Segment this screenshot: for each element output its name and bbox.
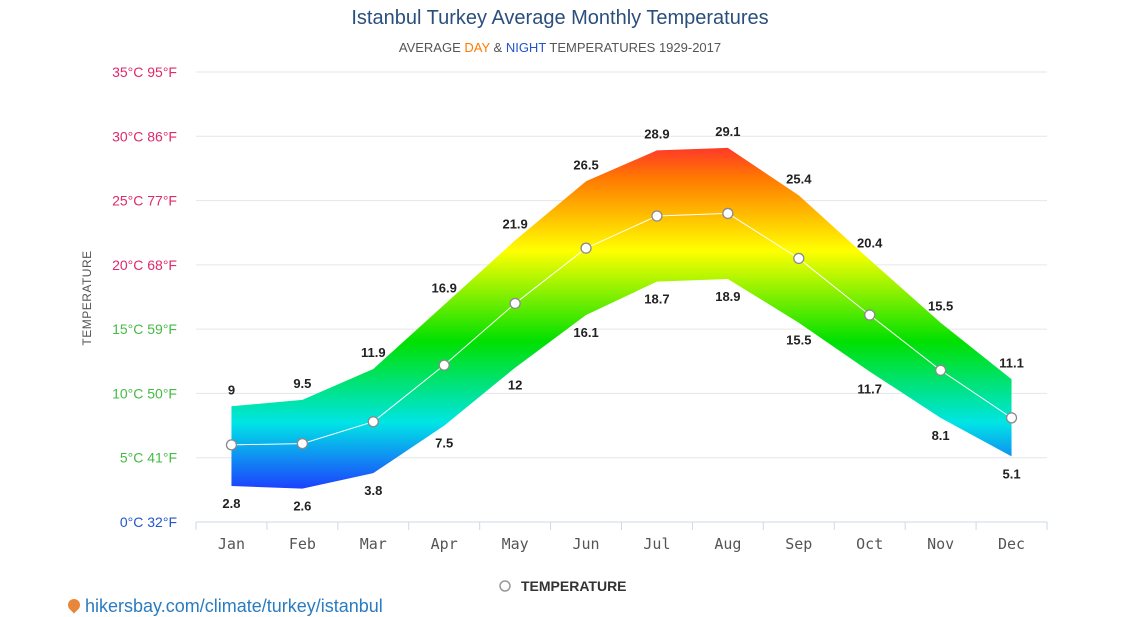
chart-subtitle: AVERAGE DAY & NIGHT TEMPERATURES 1929-20… <box>399 40 721 55</box>
day-value-label: 28.9 <box>644 126 669 141</box>
legend[interactable]: TEMPERATURE <box>499 578 627 594</box>
night-value-label: 2.8 <box>222 496 240 511</box>
y-tick-label: 0°C 32°F <box>120 514 177 530</box>
night-value-label: 3.8 <box>364 483 382 498</box>
y-axis-label: TEMPERATURE <box>80 250 94 345</box>
x-tick-label: Dec <box>998 535 1025 553</box>
subtitle-night: NIGHT <box>506 40 547 55</box>
x-tick-label: May <box>502 535 529 553</box>
day-value-label: 11.1 <box>999 355 1024 370</box>
mean-point[interactable] <box>225 439 238 451</box>
source-link-text: hikersbay.com/climate/turkey/istanbul <box>85 596 383 616</box>
subtitle-suffix: TEMPERATURES 1929-2017 <box>546 40 721 55</box>
data-labels: 9 9.5 11.9 16.9 21.9 26.5 28.9 29.1 25.4 20.4 15.5… <box>222 124 1023 514</box>
day-value-label: 25.4 <box>786 171 812 186</box>
x-tick-label: Sep <box>785 535 812 553</box>
subtitle-day: DAY <box>464 40 490 55</box>
mean-point[interactable] <box>438 359 450 371</box>
x-tick-label: Nov <box>927 535 954 553</box>
location-pin-icon <box>65 596 83 614</box>
day-value-label: 29.1 <box>715 124 740 139</box>
x-tick-label: Jan <box>218 535 245 553</box>
mean-point[interactable] <box>722 207 734 220</box>
chart-title: Istanbul Turkey Average Monthly Temperat… <box>351 7 768 29</box>
mean-point[interactable] <box>509 297 521 310</box>
mean-point[interactable] <box>793 252 805 265</box>
mean-point[interactable] <box>651 210 663 222</box>
night-value-label: 16.1 <box>573 325 598 340</box>
day-value-label: 26.5 <box>573 157 598 172</box>
night-value-label: 12 <box>508 378 522 393</box>
legend-label: TEMPERATURE <box>521 578 627 594</box>
y-tick-label: 25°C 77°F <box>112 193 177 209</box>
y-tick-label: 20°C 68°F <box>112 257 177 273</box>
x-tick-label: Oct <box>856 535 883 553</box>
source-link[interactable]: hikersbay.com/climate/turkey/istanbul <box>65 596 383 617</box>
x-tick-label: Mar <box>360 535 387 553</box>
day-value-label: 21.9 <box>502 216 527 231</box>
y-tick-label: 15°C 59°F <box>112 321 177 337</box>
y-tick-label: 30°C 86°F <box>112 128 177 144</box>
y-axis-ticks: 0°C 32°F 5°C 41°F 10°C 50°F 15°C 59°F 20°C 6… <box>112 64 177 530</box>
night-value-label: 18.9 <box>715 289 740 304</box>
night-value-label: 7.5 <box>435 436 453 451</box>
subtitle-prefix: AVERAGE <box>399 40 465 55</box>
day-value-label: 15.5 <box>928 299 953 314</box>
day-night-band <box>231 147 1012 489</box>
x-tick-label: Jun <box>572 535 599 553</box>
night-value-label: 11.7 <box>857 382 882 397</box>
night-value-label: 18.7 <box>644 292 669 307</box>
y-tick-label: 5°C 41°F <box>120 450 177 466</box>
mean-point[interactable] <box>934 364 947 376</box>
day-value-label: 9.5 <box>293 376 311 391</box>
day-value-label: 9 <box>228 382 235 397</box>
mean-point[interactable] <box>1005 412 1018 424</box>
night-value-label: 15.5 <box>786 333 811 348</box>
x-tick-label: Feb <box>289 535 316 553</box>
mean-point[interactable] <box>367 416 379 428</box>
day-value-label: 16.9 <box>432 281 457 296</box>
night-value-label: 2.6 <box>293 499 311 514</box>
x-tick-label: Jul <box>643 535 670 553</box>
mean-temperature-line <box>225 207 1018 451</box>
y-tick-label: 35°C 95°F <box>112 64 177 80</box>
day-value-label: 20.4 <box>857 236 883 251</box>
x-tick-label: Aug <box>714 535 741 553</box>
mean-point[interactable] <box>580 242 592 254</box>
night-value-label: 5.1 <box>1003 466 1021 481</box>
subtitle-amp: & <box>490 40 506 55</box>
mean-point[interactable] <box>864 309 876 321</box>
day-value-label: 11.9 <box>361 345 386 360</box>
y-tick-label: 10°C 50°F <box>112 385 177 401</box>
x-tick-label: Apr <box>431 535 458 553</box>
mean-point[interactable] <box>296 437 309 450</box>
x-axis-ticks: Jan Feb Mar Apr May Jun Jul Aug Sep Oct Nov Dec <box>195 521 1048 553</box>
temperature-band <box>231 147 1012 489</box>
legend-marker-icon <box>499 580 511 592</box>
mean-line <box>231 212 1012 446</box>
night-value-label: 8.1 <box>932 428 950 443</box>
